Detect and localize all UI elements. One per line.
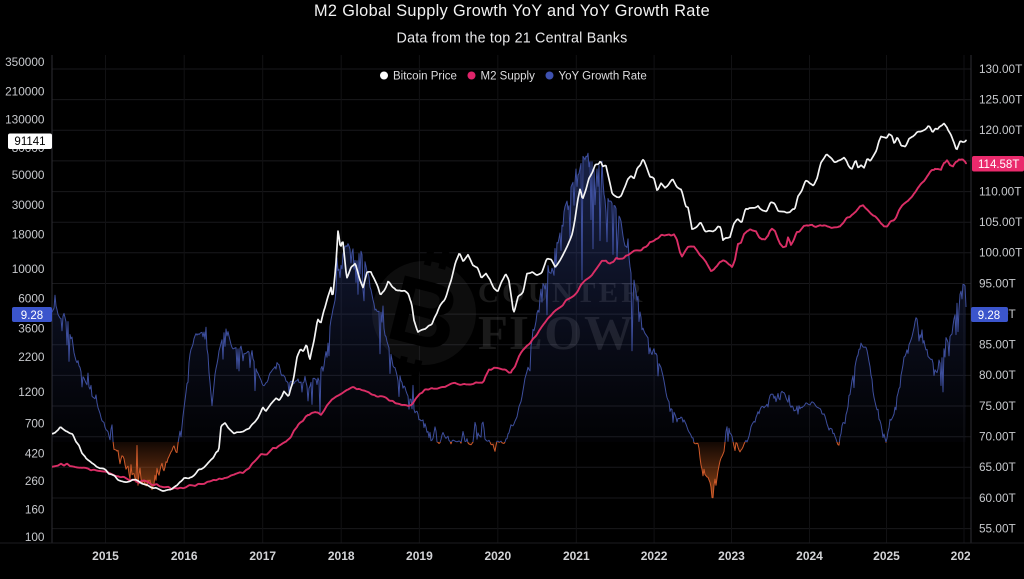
svg-text:105.00T: 105.00T — [979, 215, 1022, 229]
svg-text:2026: 2026 — [951, 549, 978, 563]
svg-text:91141: 91141 — [14, 136, 45, 148]
svg-text:1200: 1200 — [18, 385, 45, 399]
svg-text:2017: 2017 — [249, 549, 276, 563]
svg-text:2018: 2018 — [328, 549, 355, 563]
svg-text:350000: 350000 — [5, 55, 45, 69]
svg-text:114.58T: 114.58T — [978, 159, 1019, 171]
svg-text:18000: 18000 — [12, 228, 45, 242]
svg-text:M2 Supply: M2 Supply — [481, 71, 536, 83]
svg-text:70.00T: 70.00T — [979, 430, 1016, 444]
svg-text:50000: 50000 — [12, 168, 45, 182]
svg-text:80.00T: 80.00T — [979, 368, 1016, 382]
svg-text:95.00T: 95.00T — [979, 276, 1016, 290]
svg-text:2023: 2023 — [718, 549, 745, 563]
svg-text:100: 100 — [25, 530, 45, 544]
svg-text:130000: 130000 — [5, 113, 45, 127]
svg-text:700: 700 — [25, 417, 45, 431]
svg-text:110.00T: 110.00T — [979, 184, 1021, 198]
svg-text:10000: 10000 — [12, 262, 45, 276]
svg-text:55.00T: 55.00T — [979, 521, 1016, 535]
svg-text:210000: 210000 — [5, 85, 45, 99]
svg-text:Data from the top 21 Central B: Data from the top 21 Central Banks — [397, 31, 628, 47]
svg-text:2025: 2025 — [873, 549, 900, 563]
svg-text:YoY Growth Rate: YoY Growth Rate — [559, 71, 647, 83]
svg-text:2200: 2200 — [18, 350, 45, 364]
svg-text:2024: 2024 — [796, 549, 823, 563]
svg-text:M2 Global Supply Growth YoY an: M2 Global Supply Growth YoY and YoY Grow… — [314, 2, 710, 20]
svg-text:2020: 2020 — [484, 549, 511, 563]
svg-text:2019: 2019 — [406, 549, 433, 563]
svg-text:65.00T: 65.00T — [979, 460, 1016, 474]
svg-text:2015: 2015 — [92, 549, 119, 563]
svg-text:160: 160 — [25, 502, 45, 516]
svg-text:130.00T: 130.00T — [979, 62, 1022, 76]
svg-text:125.00T: 125.00T — [979, 92, 1022, 106]
svg-text:9.28: 9.28 — [978, 310, 1000, 322]
svg-text:Bitcoin Price: Bitcoin Price — [393, 71, 457, 83]
svg-text:85.00T: 85.00T — [979, 338, 1016, 352]
svg-text:6000: 6000 — [18, 292, 45, 306]
svg-text:120.00T: 120.00T — [979, 123, 1022, 137]
svg-text:60.00T: 60.00T — [979, 491, 1016, 505]
svg-text:30000: 30000 — [12, 198, 45, 212]
svg-text:100.00T: 100.00T — [979, 246, 1022, 260]
svg-text:2022: 2022 — [641, 549, 668, 563]
svg-text:75.00T: 75.00T — [979, 399, 1016, 413]
svg-text:260: 260 — [25, 474, 45, 488]
svg-text:3600: 3600 — [18, 321, 45, 335]
svg-text:420: 420 — [25, 446, 45, 460]
svg-text:2016: 2016 — [171, 549, 198, 563]
svg-text:9.28: 9.28 — [21, 310, 43, 322]
svg-text:2021: 2021 — [563, 549, 590, 563]
